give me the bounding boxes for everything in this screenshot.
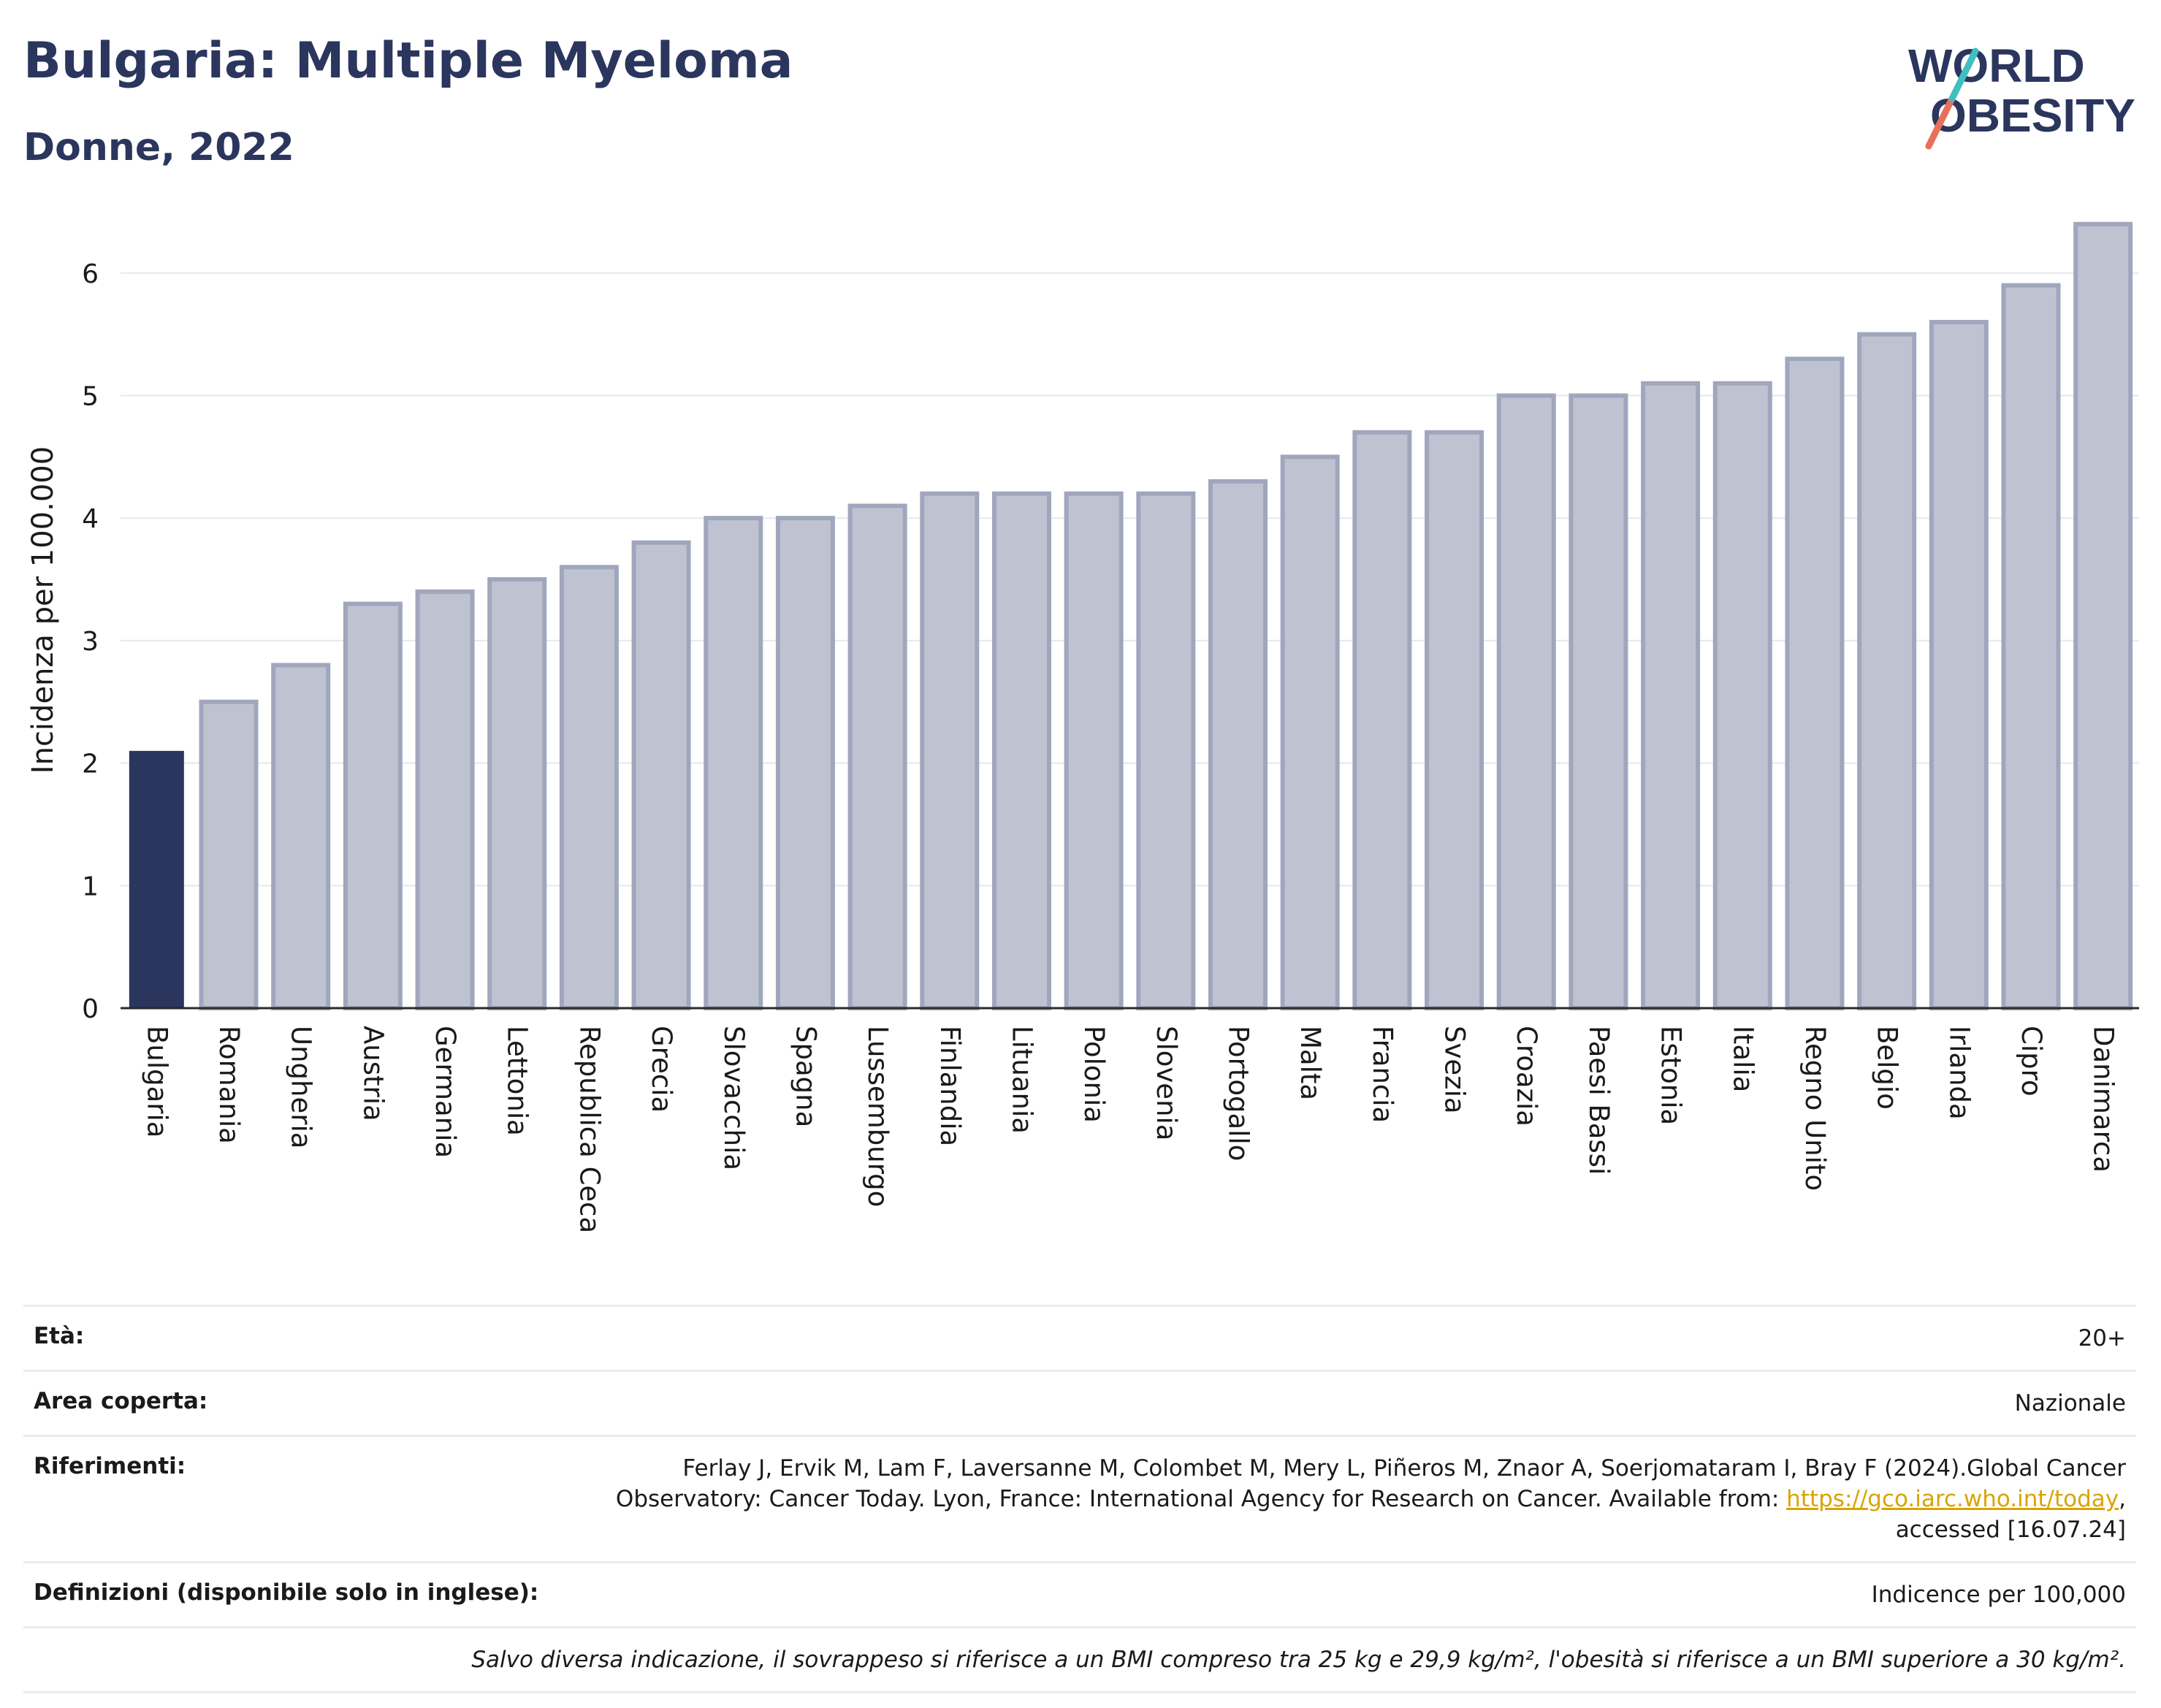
references-row: Riferimenti: Ferlay J, Ervik M, Lam F, L…	[23, 1435, 2136, 1561]
bar-irlanda[interactable]	[1929, 319, 1989, 1010]
x-tick-label: Croazia	[1511, 1026, 1542, 1126]
bar-bulgaria[interactable]	[129, 750, 184, 1008]
bar-cipro[interactable]	[2001, 283, 2061, 1011]
bar-regno-unito[interactable]	[1785, 357, 1845, 1010]
references-line-1: Ferlay J, Ervik M, Lam F, Laversanne M, …	[682, 1455, 2126, 1482]
references-label: Riferimenti:	[34, 1453, 186, 1479]
x-tick-label: Austria	[357, 1026, 389, 1121]
age-label: Età:	[34, 1323, 85, 1349]
bar-chart: 0 1 2 3 4 5 6 Incidenza per 100.000 Bulgaria Rom…	[26, 221, 2139, 1233]
bar-grecia[interactable]	[631, 540, 691, 1010]
definitions-label: Definizioni (disponibile solo in inglese…	[34, 1579, 539, 1606]
page-subtitle: Donne, 2022	[23, 126, 294, 169]
x-tick-label: Bulgaria	[141, 1026, 172, 1137]
x-tick-label: Svezia	[1439, 1026, 1471, 1114]
x-tick-label: Malta	[1295, 1026, 1326, 1100]
references-line-3: accessed [16.07.24]	[1895, 1517, 2126, 1543]
x-tick-label: Francia	[1367, 1026, 1398, 1123]
y-tick-label: 1	[82, 872, 99, 901]
x-tick-label: Lituania	[1006, 1026, 1037, 1134]
bar-ungheria[interactable]	[271, 663, 331, 1010]
bar-lussemburgo[interactable]	[847, 503, 907, 1010]
bar-croazia[interactable]	[1496, 393, 1556, 1010]
age-row: Età: 20+	[23, 1305, 2136, 1370]
y-tick-label: 5	[82, 382, 99, 412]
bar-romania[interactable]	[199, 699, 259, 1010]
y-axis-label: Incidenza per 100.000	[26, 446, 60, 774]
bar-estonia[interactable]	[1641, 381, 1701, 1010]
y-tick-label: 0	[82, 994, 99, 1024]
bar-francia[interactable]	[1352, 430, 1412, 1011]
definitions-row: Definizioni (disponibile solo in inglese…	[23, 1561, 2136, 1626]
labels-layer: Bulgaria Romania Ungheria Austria Germania Le…	[141, 1026, 2119, 1233]
bar-polonia[interactable]	[1064, 491, 1124, 1010]
bar-paesi-bassi[interactable]	[1569, 393, 1628, 1010]
x-tick-label: Irlanda	[1943, 1026, 1975, 1120]
bar-slovenia[interactable]	[1136, 491, 1196, 1010]
page-title: Bulgaria: Multiple Myeloma	[23, 32, 793, 90]
axis-layer: 0 1 2 3 4 5 6 Incidenza per 100.000	[26, 259, 2139, 1024]
x-tick-label: Finlandia	[934, 1026, 966, 1146]
y-tick-label: 3	[82, 627, 99, 657]
x-tick-label: Belgio	[1872, 1026, 1903, 1110]
bar-austria[interactable]	[343, 601, 403, 1010]
x-tick-label: Lussemburgo	[862, 1026, 893, 1207]
logo-text-world: WORLD	[1908, 39, 2085, 92]
x-tick-label: Spagna	[790, 1026, 821, 1127]
info-table: Età: 20+ Area coperta: Nazionale Riferim…	[23, 1305, 2136, 1693]
x-tick-label: Portogallo	[1223, 1026, 1254, 1161]
x-tick-label: Polonia	[1078, 1026, 1110, 1123]
x-tick-label: Cipro	[2016, 1026, 2047, 1097]
bar-finlandia[interactable]	[920, 491, 980, 1010]
references-comma: ,	[2119, 1486, 2126, 1512]
y-tick-label: 2	[82, 750, 99, 779]
x-tick-label: Republica Ceca	[573, 1026, 605, 1233]
bar-lettonia[interactable]	[487, 577, 547, 1010]
x-tick-label: Ungheria	[286, 1026, 317, 1148]
logo-text-obesity: OBESITY	[1930, 89, 2135, 142]
x-tick-label: Grecia	[646, 1026, 677, 1113]
y-tick-label: 4	[82, 504, 99, 534]
logo-slash-top	[1948, 47, 1979, 102]
bar-belgio[interactable]	[1857, 332, 1917, 1010]
bar-danimarca[interactable]	[2073, 221, 2133, 1010]
world-obesity-logo: WORLD OBESITY	[1908, 39, 2135, 150]
bar-germania[interactable]	[415, 589, 475, 1010]
references-link[interactable]: https://gco.iarc.who.int/today	[1786, 1486, 2119, 1512]
references-line-2: Observatory: Cancer Today. Lyon, France:…	[615, 1486, 1787, 1512]
age-value: 20+	[2078, 1325, 2126, 1351]
x-tick-label: Italia	[1727, 1026, 1758, 1092]
bar-republica-ceca[interactable]	[559, 565, 619, 1010]
bar-spagna[interactable]	[775, 516, 835, 1010]
y-tick-label: 6	[82, 259, 99, 289]
x-tick-label: Regno Unito	[1799, 1026, 1831, 1191]
definitions-value: Indicence per 100,000	[1871, 1582, 2126, 1608]
area-value: Nazionale	[2014, 1390, 2126, 1417]
x-tick-label: Slovenia	[1151, 1026, 1182, 1140]
bar-svezia[interactable]	[1425, 430, 1485, 1011]
references-value: Ferlay J, Ervik M, Lam F, Laversanne M, …	[616, 1453, 2126, 1545]
area-label: Area coperta:	[34, 1388, 208, 1414]
x-tick-label: Estonia	[1655, 1026, 1687, 1125]
bar-malta[interactable]	[1280, 454, 1340, 1010]
bar-portogallo[interactable]	[1208, 479, 1268, 1010]
x-tick-label: Slovacchia	[718, 1026, 750, 1170]
bar-lituania[interactable]	[991, 491, 1051, 1010]
logo-slash-bottom	[1925, 95, 1956, 150]
x-tick-label: Danimarca	[2088, 1026, 2119, 1173]
x-tick-label: Germania	[430, 1026, 461, 1158]
note-row: Salvo diversa indicazione, il sovrappeso…	[23, 1626, 2136, 1693]
bar-italia[interactable]	[1712, 381, 1772, 1010]
x-tick-label: Lettonia	[502, 1026, 533, 1136]
bars-layer	[129, 221, 2133, 1011]
x-tick-label: Paesi Bassi	[1583, 1026, 1615, 1175]
bar-slovacchia[interactable]	[704, 516, 763, 1010]
bmi-note: Salvo diversa indicazione, il sovrappeso…	[471, 1647, 2126, 1673]
area-row: Area coperta: Nazionale	[23, 1370, 2136, 1435]
x-tick-label: Romania	[213, 1026, 245, 1144]
